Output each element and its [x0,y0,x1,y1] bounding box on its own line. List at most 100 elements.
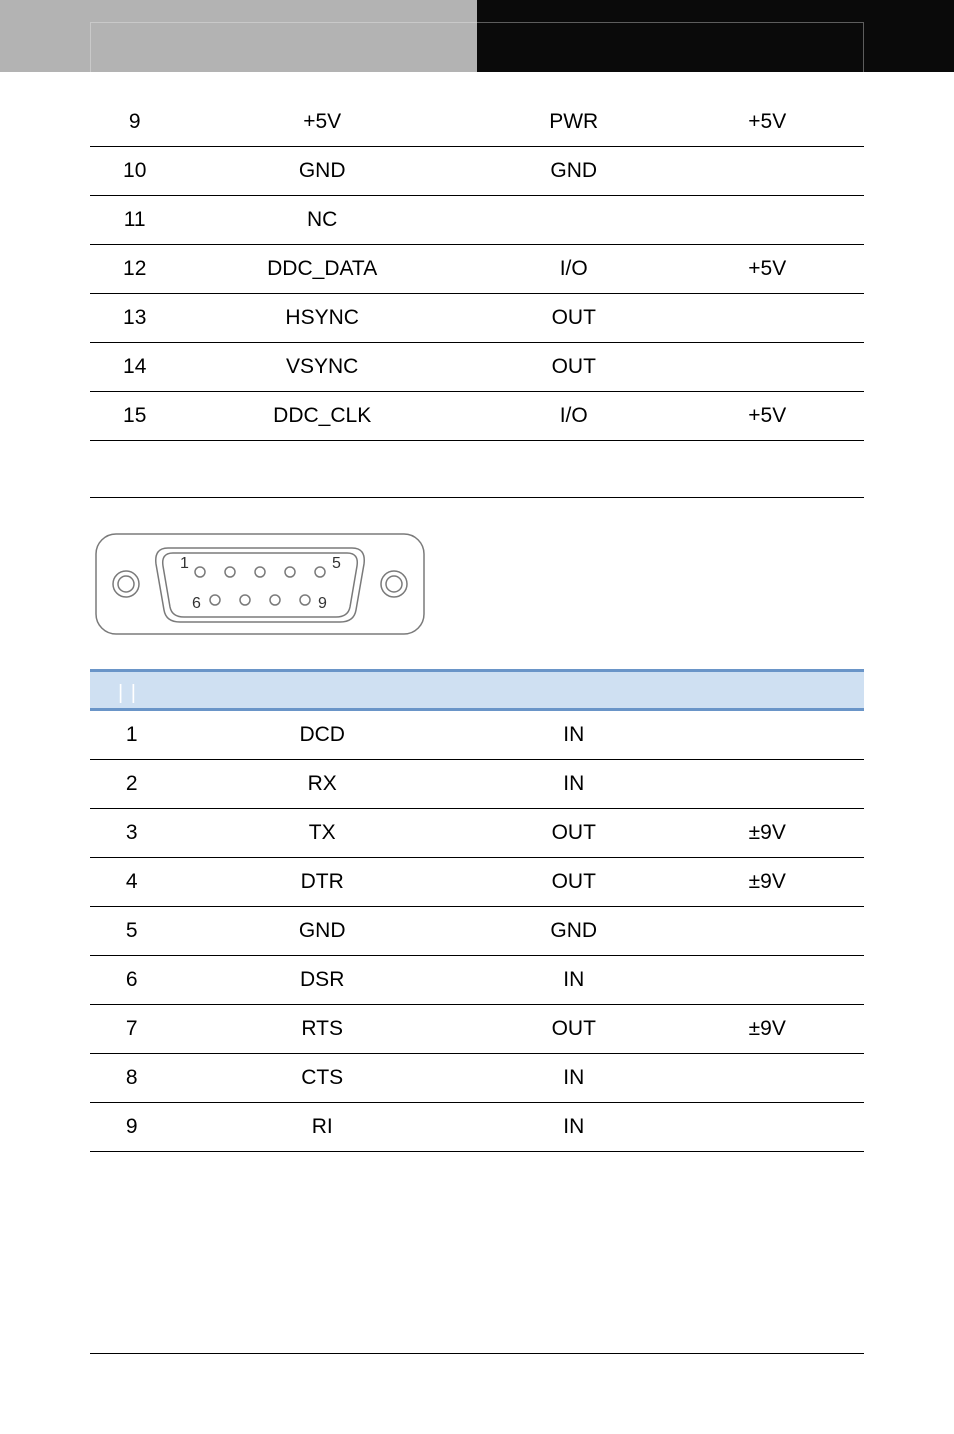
content: 9+5VPWR+5V10GNDGND11NC12DDC_DATAI/O+5V13… [0,98,954,1152]
cell-name: RI [167,1103,477,1152]
table-row: 15DDC_CLKI/O+5V [90,392,864,441]
cell-name: RTS [167,1005,477,1054]
cell-voltage [670,956,864,1005]
pin-5 [315,567,325,577]
cell-direction: IN [477,1103,671,1152]
table-row: 14VSYNCOUT [90,343,864,392]
cell-voltage [670,1103,864,1152]
vga-pin-table-body: 9+5VPWR+5V10GNDGND11NC12DDC_DATAI/O+5V13… [90,98,864,441]
cell-name: RX [167,760,477,809]
cell-voltage [670,294,864,343]
table-row: 5GNDGND [90,907,864,956]
cell-pin: 4 [90,858,167,907]
pin-6 [210,595,220,605]
cell-name: DCD [167,711,477,760]
cell-voltage [670,147,864,196]
cell-voltage [670,907,864,956]
cell-name: CTS [167,1054,477,1103]
cell-direction: GND [477,147,671,196]
pin-1 [195,567,205,577]
page: 9+5VPWR+5V10GNDGND11NC12DDC_DATAI/O+5V13… [0,0,954,1152]
cell-direction: IN [477,1054,671,1103]
de9-connector-figure: 1 5 6 9 [90,524,864,649]
cell-name: VSYNC [167,343,477,392]
cell-name: DDC_DATA [167,245,477,294]
header-band-left-frame [90,22,477,72]
cell-pin: 9 [90,98,167,147]
table-row: 9+5VPWR+5V [90,98,864,147]
table-row: 9RIIN [90,1103,864,1152]
cell-pin: 5 [90,907,167,956]
table-row: 13HSYNCOUT [90,294,864,343]
cell-direction: OUT [477,809,671,858]
serial-pin-table-body: 1DCDIN2RXIN3TXOUT±9V4DTROUT±9V5GNDGND6DS… [90,711,864,1152]
screw-right-outer [381,571,407,597]
pin-9 [300,595,310,605]
cell-name: GND [167,907,477,956]
cell-voltage: ±9V [670,858,864,907]
cell-name: DTR [167,858,477,907]
cell-name: TX [167,809,477,858]
cell-direction: PWR [477,98,671,147]
cell-direction: OUT [477,343,671,392]
cell-direction: OUT [477,858,671,907]
pin-7 [240,595,250,605]
pin-3 [255,567,265,577]
cell-direction: I/O [477,392,671,441]
cell-voltage [670,711,864,760]
pin-label-6: 6 [192,595,201,612]
cell-direction [477,196,671,245]
pin-label-1: 1 [180,555,189,572]
table-row: 10GNDGND [90,147,864,196]
cell-name: +5V [167,98,477,147]
cell-direction: OUT [477,1005,671,1054]
pin-4 [285,567,295,577]
cell-voltage [670,1054,864,1103]
table-row: 3TXOUT±9V [90,809,864,858]
table-row: 7RTSOUT±9V [90,1005,864,1054]
cell-voltage: ±9V [670,1005,864,1054]
serial-pin-table: 1DCDIN2RXIN3TXOUT±9V4DTROUT±9V5GNDGND6DS… [90,711,864,1152]
cell-pin: 12 [90,245,167,294]
header-band-right-frame [477,22,864,72]
table-row: 2RXIN [90,760,864,809]
cell-direction: IN [477,956,671,1005]
cell-pin: 13 [90,294,167,343]
cell-pin: 3 [90,809,167,858]
pin-2 [225,567,235,577]
cell-voltage: +5V [670,392,864,441]
cell-voltage [670,343,864,392]
header-band [0,0,954,72]
cell-pin: 10 [90,147,167,196]
cell-pin: 7 [90,1005,167,1054]
screw-left-outer [113,571,139,597]
cell-voltage: +5V [670,245,864,294]
section-divider [90,497,864,498]
cell-pin: 6 [90,956,167,1005]
cell-direction: GND [477,907,671,956]
cell-name: HSYNC [167,294,477,343]
screw-left-inner [118,576,134,592]
connector-outer-shell [96,534,424,634]
serial-table-header-marks: | | [118,682,137,705]
cell-voltage: +5V [670,98,864,147]
cell-direction: OUT [477,294,671,343]
table-row: 8CTSIN [90,1054,864,1103]
cell-pin: 9 [90,1103,167,1152]
cell-name: DDC_CLK [167,392,477,441]
table-row: 6DSRIN [90,956,864,1005]
footer-rule [90,1353,864,1354]
cell-name: NC [167,196,477,245]
cell-pin: 14 [90,343,167,392]
cell-direction: I/O [477,245,671,294]
screw-right-inner [386,576,402,592]
vga-pin-table-tail: 9+5VPWR+5V10GNDGND11NC12DDC_DATAI/O+5V13… [90,98,864,441]
table-row: 11NC [90,196,864,245]
cell-pin: 8 [90,1054,167,1103]
cell-name: DSR [167,956,477,1005]
header-band-right [477,0,954,72]
cell-direction: IN [477,711,671,760]
table-row: 1DCDIN [90,711,864,760]
cell-name: GND [167,147,477,196]
cell-pin: 1 [90,711,167,760]
